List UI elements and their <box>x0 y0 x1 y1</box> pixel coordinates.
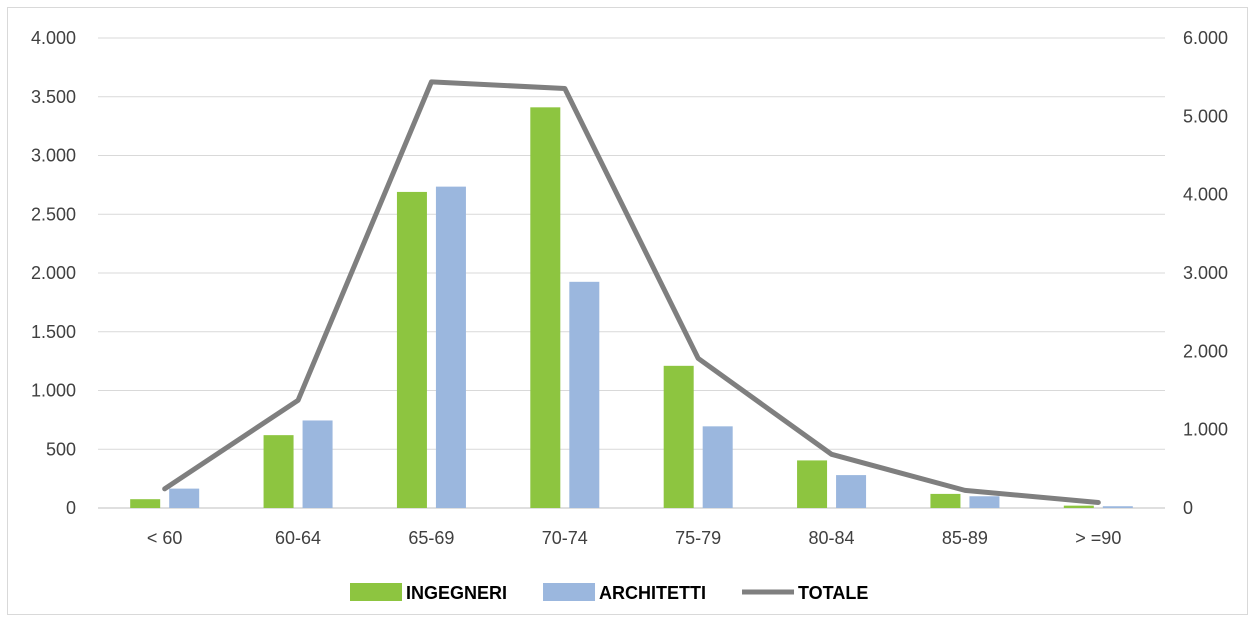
ingegneri-bar <box>797 460 828 508</box>
architetti-bar <box>836 475 867 508</box>
right-axis-tick-label: 3.000 <box>1183 263 1228 283</box>
left-axis-labels: 0 500 1.000 1.500 2.000 2.500 3.000 3.500 4.000 <box>31 28 76 518</box>
architetti-bar <box>702 426 733 508</box>
x-axis-tick-label: < 60 <box>147 528 183 548</box>
legend-label: INGEGNERI <box>406 583 507 603</box>
ingegneri-legend-swatch <box>350 583 402 601</box>
legend-label: ARCHITETTI <box>599 583 706 603</box>
architetti-bar <box>435 186 466 508</box>
left-axis-tick-label: 500 <box>46 439 76 459</box>
totale-line <box>162 79 1101 506</box>
left-axis-tick-label: 2.000 <box>31 263 76 283</box>
bars <box>130 107 1133 509</box>
x-axis-tick-label: 85-89 <box>942 528 988 548</box>
x-axis-tick-label: 75-79 <box>675 528 721 548</box>
legend-label: TOTALE <box>798 583 868 603</box>
left-axis-tick-label: 0 <box>66 498 76 518</box>
gridlines <box>98 37 1165 509</box>
architetti-bar <box>302 420 333 508</box>
ingegneri-bar <box>130 499 161 508</box>
totale-line <box>162 79 1101 506</box>
ingegneri-bar <box>663 365 694 508</box>
x-axis-tick-label: 70-74 <box>542 528 588 548</box>
x-axis-labels: < 60 60-64 65-69 70-74 75-79 80-84 85-89 > =90 <box>147 528 1121 548</box>
x-axis-tick-label: > =90 <box>1075 528 1121 548</box>
left-axis-tick-label: 1.000 <box>31 381 76 401</box>
right-axis-tick-label: 2.000 <box>1183 341 1228 361</box>
left-axis-tick-label: 3.000 <box>31 146 76 166</box>
right-axis-tick-label: 0 <box>1183 498 1193 518</box>
ingegneri-bar <box>263 435 294 508</box>
right-axis-tick-label: 5.000 <box>1183 106 1228 126</box>
left-axis-tick-label: 4.000 <box>31 28 76 48</box>
right-axis-tick-label: 1.000 <box>1183 420 1228 440</box>
architetti-bar <box>169 488 200 508</box>
architetti-legend-swatch <box>543 583 596 601</box>
left-axis-tick-label: 1.500 <box>31 322 76 342</box>
ingegneri-bar <box>930 493 961 508</box>
ingegneri-bar <box>530 107 561 508</box>
ingegneri-bar <box>396 191 427 509</box>
legend: INGEGNERI ARCHITETTI TOTALE <box>350 583 868 603</box>
x-axis-tick-label: 65-69 <box>408 528 454 548</box>
right-axis-labels: 0 1.000 2.000 3.000 4.000 5.000 6.000 <box>1183 28 1228 518</box>
x-axis-tick-label: 60-64 <box>275 528 321 548</box>
architetti-bar <box>569 281 600 508</box>
left-axis-tick-label: 3.500 <box>31 87 76 107</box>
chart-frame <box>7 7 1248 615</box>
right-axis-tick-label: 4.000 <box>1183 185 1228 205</box>
architetti-bar <box>969 496 1000 508</box>
ingegneri-bar <box>1063 505 1094 508</box>
left-axis-tick-label: 2.500 <box>31 204 76 224</box>
x-axis-tick-label: 80-84 <box>809 528 855 548</box>
architetti-bar <box>1102 506 1133 508</box>
right-axis-tick-label: 6.000 <box>1183 28 1228 48</box>
